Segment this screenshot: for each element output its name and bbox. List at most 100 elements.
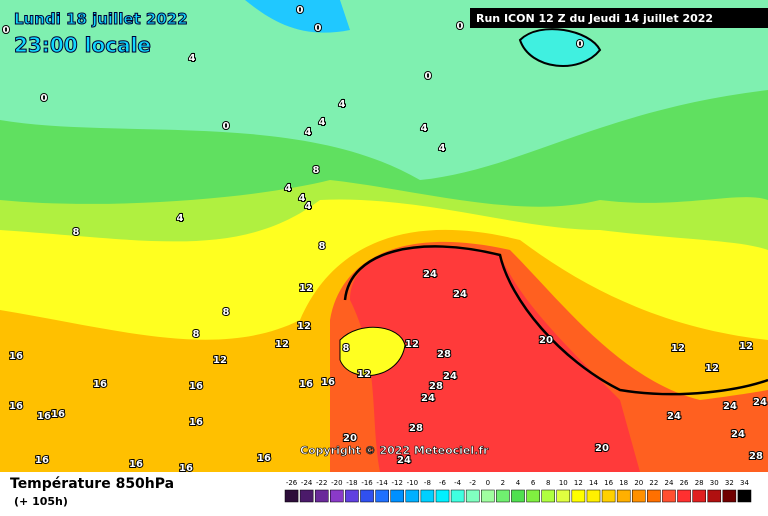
legend-swatch [571, 489, 586, 503]
legend-swatch [692, 489, 706, 503]
contour-label: 16 [179, 463, 193, 474]
legend-label: -6 [439, 479, 447, 487]
contour-label: 28 [429, 381, 443, 392]
contour-label: 0 [425, 71, 432, 82]
contour-label: 16 [129, 459, 143, 470]
legend-swatch [737, 489, 752, 503]
sea-ice [245, 0, 350, 33]
contour-label: 16 [321, 377, 335, 388]
legend-swatch [707, 489, 722, 503]
legend-swatch [541, 489, 555, 503]
legend-label: 26 [680, 479, 689, 487]
legend-label: -24 [301, 479, 313, 487]
legend-swatch [677, 489, 691, 503]
copyright: Copyright © 2022 Meteociel.fr [300, 444, 489, 457]
contour-20 [343, 245, 768, 396]
legend-swatch [284, 489, 299, 503]
local-time: 23:00 locale [14, 33, 151, 57]
contour-label: 12 [299, 283, 313, 294]
contour-label: 24 [443, 371, 457, 382]
contour-label: 12 [297, 321, 311, 332]
legend-label: 10 [559, 479, 568, 487]
legend-label: 32 [725, 479, 734, 487]
contour-label: 4 [177, 213, 184, 224]
legend-swatch [647, 489, 661, 503]
legend-label: 18 [619, 479, 628, 487]
legend-swatch [450, 489, 465, 503]
legend-swatch [360, 489, 374, 503]
contour-label: 24 [723, 401, 737, 412]
contour-label: 16 [35, 455, 49, 466]
legend-label: -22 [316, 479, 327, 487]
legend-label: 2 [501, 479, 505, 487]
legend-label: -20 [331, 479, 342, 487]
contour-label: 16 [93, 379, 107, 390]
legend-label: -8 [424, 479, 431, 487]
legend-label: 24 [665, 479, 674, 487]
legend-swatch [601, 489, 616, 503]
legend-swatch [375, 489, 389, 503]
contour-label: 24 [423, 269, 437, 280]
contour-label: 4 [339, 99, 346, 110]
contour-label: 8 [193, 329, 200, 340]
contour-label: 12 [671, 343, 685, 354]
legend-label: 8 [546, 479, 550, 487]
contour-label: 4 [319, 117, 326, 128]
contour-label: 16 [189, 381, 203, 392]
date: Lundi 18 juillet 2022 [14, 10, 188, 28]
legend-label: 30 [710, 479, 719, 487]
contour-label: 24 [667, 411, 681, 422]
legend-label: -26 [286, 479, 298, 487]
contour-label: 0 [223, 121, 230, 132]
legend-label: 34 [740, 479, 749, 487]
contour-label: 16 [299, 379, 313, 390]
legend-swatch [435, 489, 450, 503]
legend-swatch [481, 489, 495, 503]
legend-label: 16 [604, 479, 613, 487]
contour-label: 28 [749, 451, 763, 462]
contour-label: 8 [319, 241, 326, 252]
legend-label: 20 [634, 479, 643, 487]
contour-label: 8 [223, 307, 230, 318]
legend-label: 0 [486, 479, 490, 487]
contour-label: 0 [41, 93, 48, 104]
contour-label: 24 [731, 429, 745, 440]
legend-swatch [299, 489, 314, 503]
contour-label: 24 [453, 289, 467, 300]
contour-label: 20 [595, 443, 609, 454]
legend-label: -10 [407, 479, 418, 487]
contour-label: 8 [343, 343, 350, 354]
contour-label: 12 [705, 363, 719, 374]
legend-label: 6 [531, 479, 536, 487]
contour-label: 16 [257, 453, 271, 464]
legend-label: -12 [392, 479, 403, 487]
legend-swatch [465, 489, 480, 503]
legend-label: 28 [695, 479, 704, 487]
contour-label: 20 [539, 335, 553, 346]
contour-label: 12 [213, 355, 227, 366]
contour-label: 4 [305, 127, 312, 138]
warm-pocket [339, 326, 406, 376]
contour-label: 4 [285, 183, 292, 194]
legend-label: -16 [361, 479, 373, 487]
legend-swatch [345, 489, 359, 503]
contour-label: 4 [299, 193, 306, 204]
legend-label: -14 [376, 479, 388, 487]
contour-label: 16 [189, 417, 203, 428]
run-box [470, 8, 768, 28]
contour-label: 24 [753, 397, 767, 408]
contour-label: 0 [457, 21, 464, 32]
legend-swatch [526, 489, 540, 503]
legend-label: -18 [346, 479, 357, 487]
legend-label: -2 [469, 479, 476, 487]
legend-swatch [556, 489, 571, 503]
legend-swatch [420, 489, 435, 503]
legend-label: 4 [516, 479, 521, 487]
contour-label: 4 [305, 201, 312, 212]
legend-swatch [616, 489, 631, 503]
contour-label: 8 [73, 227, 80, 238]
legend-swatch [631, 489, 646, 503]
legend-label: 12 [574, 479, 583, 487]
